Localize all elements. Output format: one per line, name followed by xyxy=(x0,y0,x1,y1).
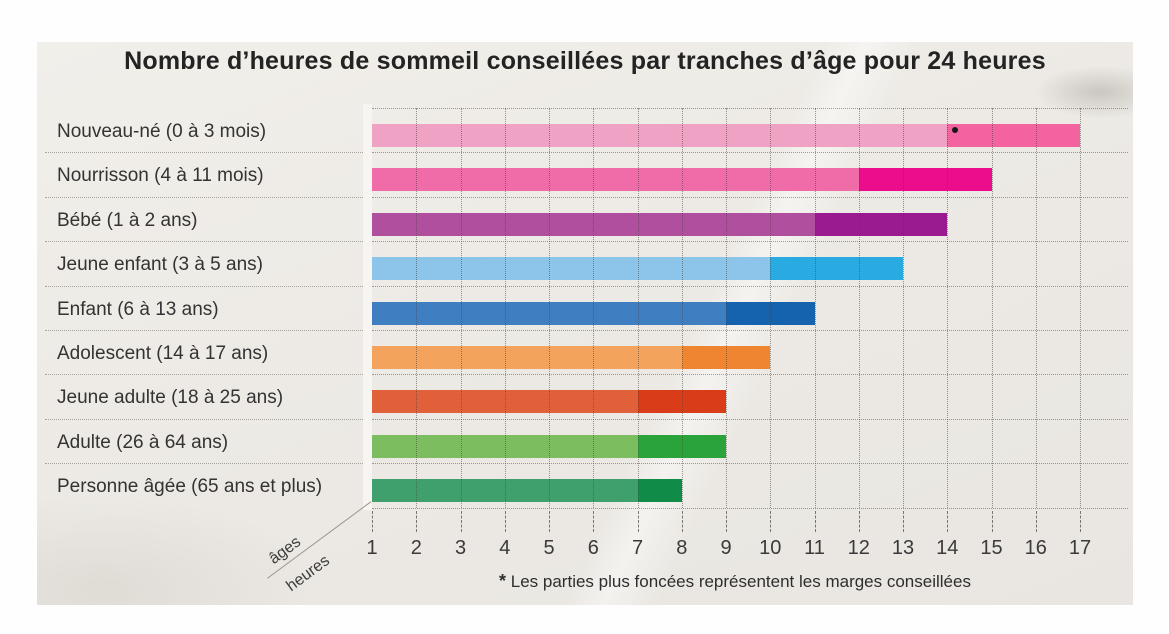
tick-label: 7 xyxy=(631,537,644,559)
gridline-vertical xyxy=(770,108,772,508)
tick-mark xyxy=(593,511,595,532)
tick-mark xyxy=(903,511,904,532)
gridline-vertical xyxy=(637,108,639,508)
gridline-horizontal xyxy=(372,241,1128,243)
age-label: Enfant (6 à 13 ans) xyxy=(57,298,219,320)
footnote-marker-dot xyxy=(952,127,959,133)
gridline-horizontal xyxy=(372,374,1128,376)
gridline-vertical xyxy=(726,108,727,508)
tick-mark xyxy=(504,511,506,532)
sleep-bar xyxy=(372,212,948,236)
tick-mark xyxy=(681,511,683,532)
tick-label: 3 xyxy=(454,537,467,559)
sleep-bar xyxy=(372,479,682,503)
row-separator xyxy=(45,152,363,154)
tick-mark xyxy=(726,511,727,532)
gridline-vertical xyxy=(858,108,860,508)
row-separator xyxy=(45,241,363,243)
tick-label: 4 xyxy=(499,537,511,559)
gridline-horizontal xyxy=(372,330,1128,331)
age-label: Personne âgée (65 ans et plus) xyxy=(57,476,323,498)
row-separator xyxy=(45,374,363,376)
age-label: Nourrisson (4 à 11 mois) xyxy=(57,165,264,187)
bar-light-segment xyxy=(372,124,948,147)
tick-label: 2 xyxy=(410,537,422,559)
gridline-vertical xyxy=(991,108,993,508)
tick-label: 14 xyxy=(936,537,959,559)
gridline-horizontal xyxy=(372,418,1128,420)
row-separator xyxy=(45,285,363,287)
gridline-vertical xyxy=(1035,108,1037,508)
footnote-text: Les parties plus foncées représentent le… xyxy=(510,572,971,591)
tick-mark xyxy=(991,511,993,532)
gridline-horizontal xyxy=(372,196,1128,198)
tick-mark xyxy=(1035,511,1037,532)
age-label: Adolescent (14 à 17 ans) xyxy=(57,343,269,364)
gridline-horizontal xyxy=(372,152,1128,154)
gridline-vertical xyxy=(814,108,816,508)
bar-light-segment xyxy=(372,168,859,192)
gridline-vertical xyxy=(1080,108,1081,508)
age-label: Nouveau-né (0 à 3 mois) xyxy=(57,121,267,142)
gridline-horizontal xyxy=(372,108,1128,109)
tick-mark xyxy=(858,511,860,532)
gridline-vertical xyxy=(460,108,462,508)
gridline-vertical xyxy=(504,108,506,508)
bar-dark-segment xyxy=(947,124,1080,147)
gridline-horizontal xyxy=(372,285,1128,287)
tick-label: 8 xyxy=(676,537,688,559)
tick-mark xyxy=(372,511,373,532)
bar-dark-segment xyxy=(858,168,992,192)
tick-label: 11 xyxy=(804,537,825,559)
axis-left-band xyxy=(363,104,372,510)
tick-mark xyxy=(416,511,418,532)
tick-label: 15 xyxy=(980,537,1003,559)
age-label: Adulte (26 à 64 ans) xyxy=(57,431,229,453)
tick-mark xyxy=(1080,511,1081,532)
tick-mark xyxy=(460,511,462,532)
bar-dark-segment xyxy=(770,257,903,281)
row-separator xyxy=(45,418,363,420)
gridline-vertical xyxy=(593,108,595,508)
row-separator xyxy=(45,196,363,198)
bar-dark-segment xyxy=(814,212,948,236)
sleep-bar xyxy=(372,168,992,192)
tick-label: 9 xyxy=(720,537,732,559)
tick-label: 6 xyxy=(587,537,599,559)
footnote: * Les parties plus foncées représentent … xyxy=(340,571,1130,592)
gridline-vertical xyxy=(681,108,683,508)
gridline-vertical xyxy=(947,108,949,508)
chart-title: Nombre d’heures de sommeil conseillées p… xyxy=(124,47,1046,75)
tick-label: 13 xyxy=(891,537,915,559)
tick-mark xyxy=(947,511,949,532)
gridline-vertical xyxy=(416,108,418,508)
age-label: Bébé (1 à 2 ans) xyxy=(57,209,198,231)
sleep-bar xyxy=(372,257,903,281)
tick-label: 16 xyxy=(1024,537,1047,559)
tick-mark xyxy=(549,511,550,532)
row-separator xyxy=(45,463,363,465)
tick-mark xyxy=(770,511,772,532)
tick-mark xyxy=(814,511,816,532)
sleep-bar xyxy=(372,124,1080,147)
gridline-horizontal xyxy=(372,507,1128,509)
sleep-bar xyxy=(372,346,771,369)
gridline-vertical xyxy=(549,108,550,508)
tick-label: 17 xyxy=(1068,537,1092,559)
gridline-horizontal xyxy=(372,463,1128,465)
tick-label: 12 xyxy=(847,537,870,559)
footnote-marker: * xyxy=(499,571,507,591)
tick-label: 1 xyxy=(366,537,378,559)
age-label: Jeune enfant (3 à 5 ans) xyxy=(57,254,263,276)
row-separator xyxy=(45,330,363,331)
bar-light-segment xyxy=(372,346,682,369)
tick-label: 10 xyxy=(759,537,782,559)
tick-mark xyxy=(637,511,639,532)
bar-light-segment xyxy=(372,257,771,281)
bar-dark-segment xyxy=(637,479,682,503)
age-label: Jeune adulte (18 à 25 ans) xyxy=(57,387,284,409)
tick-label: 5 xyxy=(543,537,555,559)
gridline-vertical xyxy=(903,108,904,508)
